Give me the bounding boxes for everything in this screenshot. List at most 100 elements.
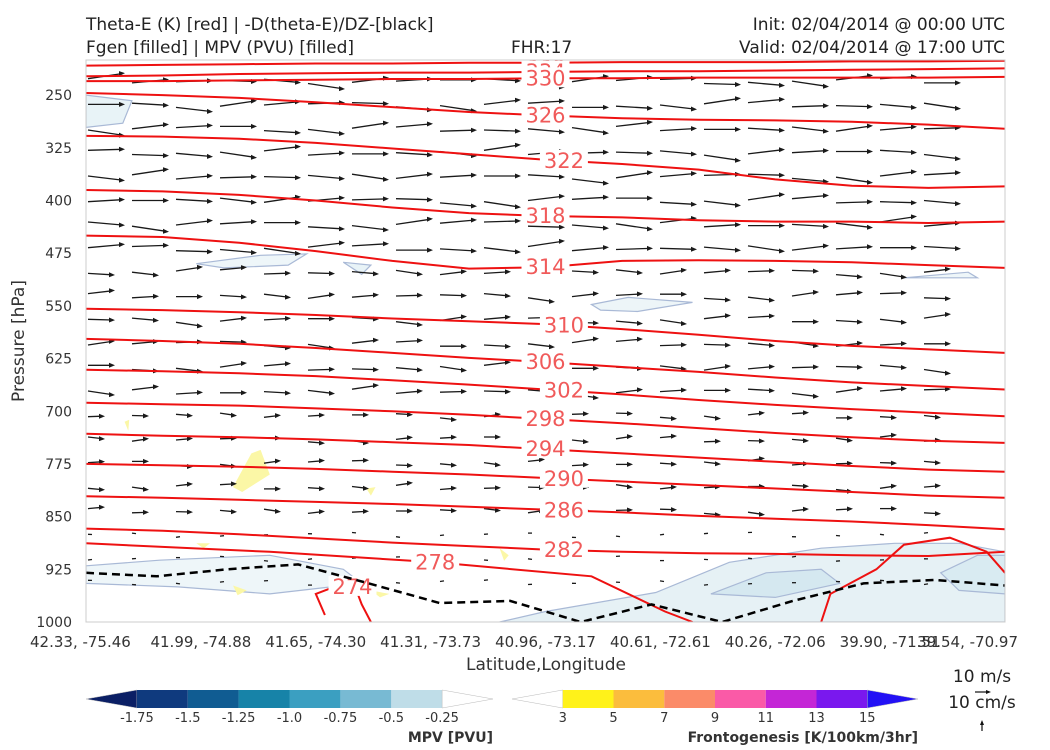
vector-arrow [615,151,651,154]
vector-arrowhead [583,439,589,445]
vector-arrowhead [559,174,565,180]
vector-arrowhead [867,244,873,250]
vector-arrowhead [691,201,697,207]
vector-arrow [879,171,915,177]
vector-arrowhead [725,364,731,369]
vector-arrowhead [495,462,501,468]
vector-arrow [571,224,607,229]
vector-arrowhead [603,194,609,200]
fgen-colorbar-tick: 11 [758,711,775,726]
vector-arrowhead [471,248,477,254]
fgen-colorbar-swatch [664,690,716,708]
theta-e-label: 326 [525,104,565,128]
vector-arrowhead [559,129,565,135]
vector-arrowhead [671,507,677,513]
vector-arrow [615,269,641,274]
vector-arrow [307,272,333,275]
vector-arrowhead [373,367,379,373]
fgen-fill-small-3 [233,585,247,596]
vector-arrowhead [945,341,951,347]
vector-arrow [175,321,201,327]
vector-arrowhead [99,413,105,419]
vector-arrowhead [295,250,301,256]
vector-arrow [571,196,607,200]
vector-arrowhead [603,180,609,186]
vector-arrowhead [627,507,633,513]
vector-arrowhead [647,195,653,201]
vector-arrow [395,123,431,128]
wind-key: 10 m/s 10 cm/s [948,667,1016,731]
theta-e-label: 310 [544,313,584,337]
vector-arrowhead [319,509,325,515]
theta-e-label: 286 [544,498,584,522]
vector-arrowhead [187,436,193,442]
vector-arrow [527,558,533,561]
vector-arrow [791,223,827,228]
vector-arrowhead [867,104,873,110]
vector-arrow [175,391,201,395]
vector-arrow [439,219,475,224]
theta-e-label-background [521,104,570,125]
vector-arrow [219,294,245,298]
fgen-fill-small-1 [124,419,130,431]
mpv-fill-midlevel-center [342,261,373,276]
vector-arrow [879,126,915,131]
vector-arrowhead [593,336,599,342]
vector-arrowhead [935,460,941,466]
vector-arrow [791,366,817,369]
vector-arrowhead [867,224,873,230]
vector-arrow [747,366,773,370]
colorbars: -1.75 -1.5 -1.25 -1.0 -0.75 -0.5 -0.25 MPV [PVU… [85,689,919,746]
fgen-colorbar-swatch [613,690,665,708]
vector-arrowhead [241,265,247,271]
mpv-fill-midlevel-far-east [903,271,980,279]
vector-arrowhead [593,395,599,401]
vector-arrowhead [769,388,775,394]
vector-arrowhead [769,297,775,303]
vector-arrowhead [671,461,677,467]
vector-arrow [791,194,827,200]
vector-arrow [131,317,157,321]
vector-arrowhead [417,388,423,394]
vector-arrowhead [319,412,325,418]
vector-arrowhead [119,146,125,152]
x-tick-label: 40.61, -72.61 [610,633,711,651]
vector-arrow [879,201,915,204]
vector-arrow [307,558,313,561]
vector-arrow [659,365,685,370]
vector-arrowhead [857,386,863,392]
vector-arrow [791,291,817,297]
vector-arrow [307,128,343,135]
vector-arrow [879,342,905,346]
vector-arrow [835,104,871,108]
vector-arrowhead [691,106,697,112]
vector-arrowhead [383,196,389,202]
vector-arrowhead [803,438,809,444]
mpv-colorbar-swatch [187,690,239,708]
vector-arrowhead [779,97,785,102]
vector-arrow [439,174,475,178]
vector-arrowhead [759,511,765,517]
vector-arrow [879,533,885,536]
vector-arrow [175,198,211,202]
vector-arrow [659,247,695,250]
vector-arrow [87,243,123,249]
vector-arrowhead [759,438,765,444]
fgen-colorbar-swatch [867,689,919,709]
vector-arrowhead [251,199,257,205]
theta-e-gradient-line [86,563,1005,622]
vector-arrow [791,392,817,397]
vector-arrowhead [779,223,785,229]
vector-arrow [923,153,959,160]
theta-e-label-background [521,408,570,428]
vector-arrow [87,221,123,226]
mpv-colorbar-tick: -1.75 [120,711,154,726]
vector-arrowhead [505,293,511,299]
vector-arrowhead [955,156,961,162]
vector-arrow [439,294,465,297]
vector-arrowhead [451,485,457,491]
vector-arrowhead [471,127,477,133]
vector-arrowhead [207,123,213,129]
fgen-colorbar-tick: 3 [559,711,567,726]
